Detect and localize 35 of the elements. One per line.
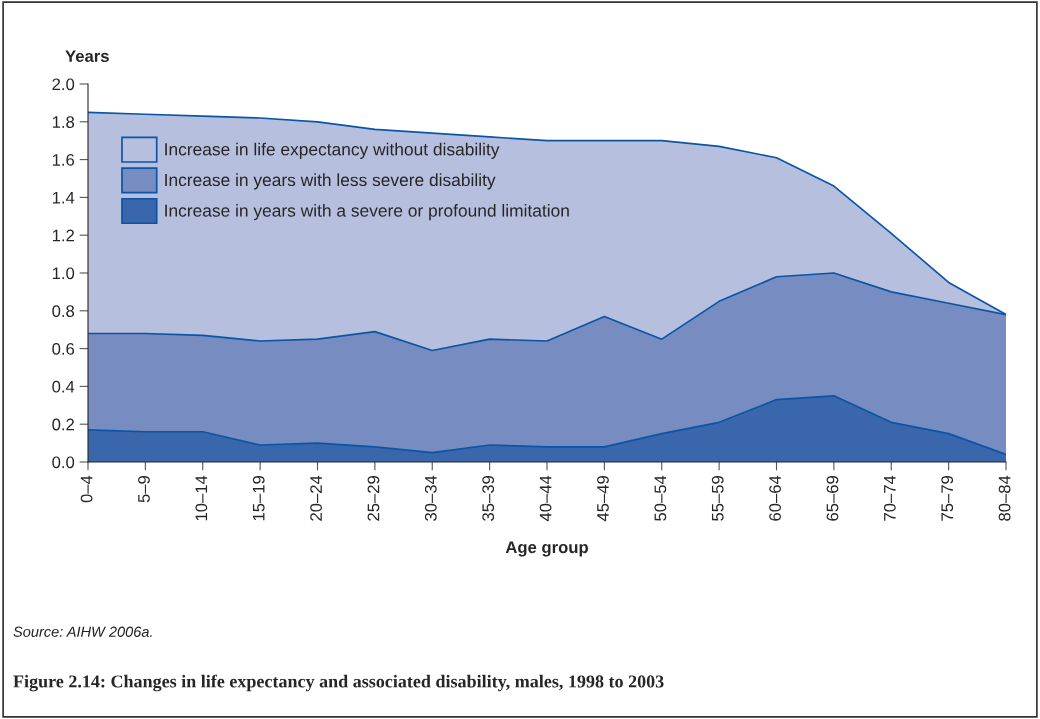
x-tick-label: 70–74 [883, 475, 896, 521]
x-tick-label: 10–14 [195, 475, 208, 521]
y-axis-title: Years [65, 50, 109, 63]
x-tick-label: 25–29 [367, 475, 380, 521]
x-tick-label: 15–19 [252, 475, 265, 521]
legend-label: Increase in years with less severe disability [165, 173, 496, 190]
y-tick-label: 0.0 [52, 456, 75, 469]
y-tick-label: 1.0 [52, 267, 75, 280]
y-tick-label: 1.2 [52, 229, 74, 242]
x-tick-label: 55–59 [711, 475, 724, 521]
y-tick-label: 0.8 [52, 305, 75, 317]
y-tick-label: 1.6 [52, 154, 75, 166]
y-tick-label: 1.4 [52, 191, 75, 204]
x-tick-label: 35–39 [482, 475, 495, 521]
text: Figure 2.14: Changes in life expectancy and associated disability, males, 1998 to 2003 [13, 674, 664, 692]
y-tick-label: 0.4 [52, 380, 75, 393]
x-tick-label: 5–9 [138, 475, 150, 503]
x-tick-label: 30–34 [424, 475, 437, 521]
x-tick-label: 80–84 [998, 475, 1011, 521]
y-tick-label: 0.2 [52, 418, 74, 431]
x-tick-label: 0–4 [80, 475, 93, 503]
x-tick-label: 65–69 [826, 475, 839, 521]
x-tick-label: 45–49 [597, 475, 609, 522]
x-tick-label: 60–64 [769, 475, 781, 521]
x-axis-title: Age group [505, 541, 588, 557]
source-note: Source: AIHW 2006a. [13, 626, 152, 637]
legend-label: Increase in years with a severe or profound limitation [165, 204, 569, 221]
x-tick-label: 75–79 [941, 475, 954, 521]
y-tick-label: 0.6 [52, 343, 75, 355]
x-tick-label: 50–54 [654, 475, 667, 521]
legend-label: Increase in life expectancy without disability [165, 142, 500, 159]
y-tick-label: 2.0 [52, 78, 75, 91]
y-tick-label: 1.8 [52, 116, 75, 128]
x-tick-label: 40–44 [539, 475, 552, 522]
x-tick-label: 20–24 [310, 475, 322, 521]
